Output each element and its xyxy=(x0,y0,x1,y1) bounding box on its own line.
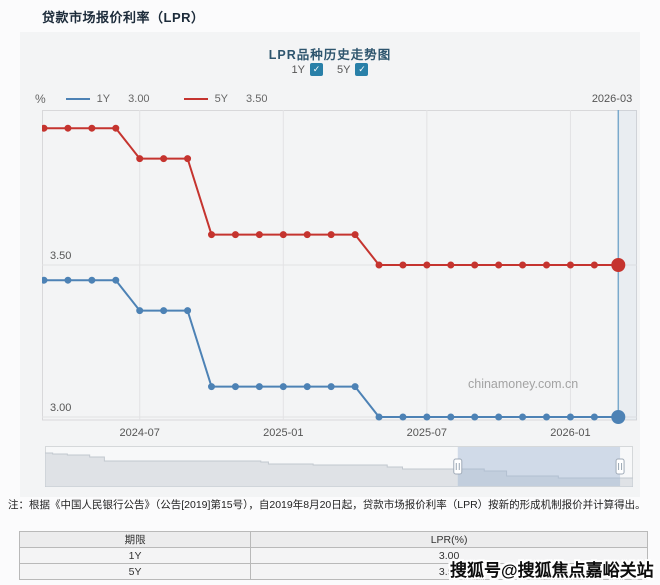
svg-text:3.00: 3.00 xyxy=(50,402,71,414)
table-header-row: 期限 LPR(%) xyxy=(18,531,648,548)
legend-value-1y: 3.00 xyxy=(128,93,150,105)
checkbox-5y-checked-icon[interactable] xyxy=(355,63,369,76)
chart-legend: % 1Y 3.00 5Y 3.50 xyxy=(35,92,301,106)
svg-text:3.50: 3.50 xyxy=(50,250,71,262)
table-cell-lpr-1y: 3.00 xyxy=(250,547,648,564)
sohu-watermark: 搜狐号@搜狐焦点嘉峪关站 xyxy=(450,561,654,580)
chart-title: LPR品种历史走势图 xyxy=(268,48,392,62)
svg-text:2025-01: 2025-01 xyxy=(263,427,303,439)
legend-label-5y: 5Y xyxy=(214,93,229,105)
legend-line-swatch-1y xyxy=(65,98,90,100)
legend-value-5y: 3.50 xyxy=(246,93,268,105)
legend-line-swatch-5y xyxy=(183,98,208,100)
series-toggle-row: 1Y 5Y xyxy=(20,63,640,76)
footnote: 注：根据《中国人民银行公告》（公告[2019]第15号），自2019年8月20日… xyxy=(8,499,646,511)
lpr-trend-chart: 2024-07 2025-01 2025-07 2026-01 3.50 3.00 xyxy=(42,110,637,439)
toggle-5y[interactable]: 5Y xyxy=(337,63,369,76)
crosshair-date-label: 2026-03 xyxy=(591,93,633,105)
table-cell-term-5y: 5Y xyxy=(18,563,252,580)
page-title: 贷款市场报价利率（LPR） xyxy=(42,10,205,25)
checkbox-1y-label: 1Y xyxy=(291,63,305,76)
table-cell-lpr-5y: 3.50 xyxy=(250,563,648,580)
legend-label-1y: 1Y xyxy=(96,93,111,105)
svg-text:2025-07: 2025-07 xyxy=(407,427,447,439)
table-row: 5Y 3.50 xyxy=(18,563,648,580)
lpr-chart-panel: LPR品种历史走势图 1Y 5Y % 1Y 3.00 5Y 3.50 2026-… xyxy=(20,32,640,497)
table-row: 1Y 3.00 xyxy=(18,547,648,564)
table-header-term: 期限 xyxy=(18,531,252,548)
toggle-1y[interactable]: 1Y xyxy=(292,63,323,76)
table-cell-term-1y: 1Y xyxy=(18,547,252,564)
table-header-lpr: LPR(%) xyxy=(250,531,648,548)
lpr-summary-table: 期限 LPR(%) 1Y 3.00 5Y 3.50 xyxy=(18,531,648,580)
y-axis-unit: % xyxy=(35,92,46,106)
range-navigator[interactable] xyxy=(45,446,633,487)
checkbox-1y-checked-icon[interactable] xyxy=(310,63,323,76)
svg-text:2026-01: 2026-01 xyxy=(550,427,590,439)
svg-text:2024-07: 2024-07 xyxy=(120,427,160,439)
chinamoney-watermark: chinamoney.com.cn xyxy=(468,377,579,391)
checkbox-5y-label: 5Y xyxy=(337,63,351,76)
